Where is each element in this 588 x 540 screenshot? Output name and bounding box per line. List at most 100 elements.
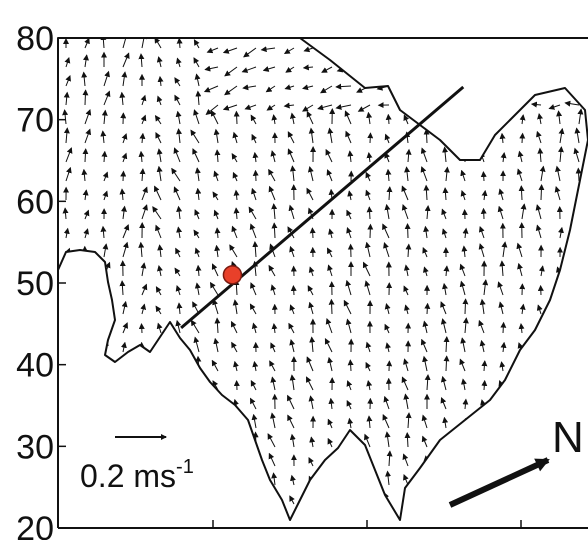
velocity-vector bbox=[193, 109, 200, 125]
velocity-vector bbox=[82, 418, 89, 429]
velocity-vector bbox=[536, 494, 543, 505]
velocity-vector bbox=[175, 247, 181, 258]
velocity-vector bbox=[536, 374, 543, 391]
velocity-vector bbox=[328, 228, 334, 239]
velocity-vector bbox=[122, 415, 129, 429]
velocity-vector bbox=[248, 471, 257, 486]
velocity-vector bbox=[176, 493, 183, 505]
velocity-vector bbox=[554, 355, 561, 372]
velocity-vector bbox=[324, 338, 333, 353]
velocity-vector bbox=[176, 38, 183, 49]
velocity-vector bbox=[460, 337, 467, 353]
velocity-vector bbox=[102, 190, 109, 201]
velocity-vector bbox=[558, 319, 565, 334]
velocity-vector bbox=[203, 85, 219, 93]
velocity-vector bbox=[192, 148, 200, 163]
velocity-vector bbox=[490, 103, 504, 110]
velocity-vector bbox=[122, 52, 130, 68]
velocity-vector bbox=[231, 488, 238, 505]
velocity-vector bbox=[441, 228, 448, 239]
velocity-vector bbox=[267, 433, 276, 448]
velocity-vector bbox=[531, 82, 542, 89]
velocity-vector bbox=[171, 167, 181, 182]
axes bbox=[57, 37, 588, 529]
velocity-vector bbox=[469, 47, 485, 53]
velocity-vector bbox=[365, 189, 371, 201]
velocity-vector bbox=[376, 66, 390, 74]
velocity-vector bbox=[138, 150, 145, 163]
velocity-vector bbox=[325, 317, 333, 334]
velocity-vector bbox=[344, 110, 352, 125]
velocity-vector bbox=[442, 416, 449, 429]
velocity-vector bbox=[382, 223, 390, 239]
velocity-vector bbox=[535, 204, 542, 220]
velocity-vector bbox=[268, 185, 276, 201]
velocity-vector bbox=[577, 188, 584, 201]
velocity-vector bbox=[417, 85, 428, 91]
velocity-vector bbox=[424, 302, 431, 315]
velocity-vector bbox=[62, 375, 69, 391]
velocity-vector bbox=[121, 133, 128, 144]
velocity-vector bbox=[461, 471, 468, 486]
velocity-vector bbox=[231, 153, 238, 163]
velocity-vector bbox=[499, 397, 505, 410]
velocity-vector bbox=[321, 45, 333, 52]
velocity-vector bbox=[440, 301, 447, 315]
velocity-vector bbox=[62, 283, 69, 296]
velocity-vector bbox=[366, 380, 373, 391]
velocity-vector bbox=[62, 207, 69, 220]
velocity-vector bbox=[251, 322, 258, 334]
velocity-vector bbox=[265, 85, 276, 93]
velocity-vector bbox=[120, 341, 127, 353]
velocity-vector bbox=[250, 450, 257, 467]
velocity-vector bbox=[367, 223, 374, 239]
velocity-vector bbox=[520, 203, 527, 220]
velocity-vector bbox=[193, 229, 200, 239]
velocity-vector bbox=[270, 342, 276, 353]
velocity-vector bbox=[365, 469, 372, 486]
velocity-vector bbox=[289, 339, 296, 353]
velocity-vector bbox=[321, 66, 333, 73]
velocity-vector bbox=[498, 188, 505, 201]
velocity-vector bbox=[174, 374, 181, 391]
velocity-vector bbox=[122, 224, 130, 239]
velocity-vector bbox=[250, 114, 257, 125]
velocity-vector bbox=[365, 171, 371, 182]
velocity-vector bbox=[81, 168, 88, 182]
velocity-vector bbox=[481, 360, 488, 372]
velocity-vector bbox=[214, 399, 221, 410]
velocity-vector bbox=[556, 110, 563, 125]
velocity-vector bbox=[404, 166, 411, 182]
velocity-vector bbox=[138, 323, 145, 334]
velocity-vector bbox=[308, 301, 314, 315]
velocity-vector bbox=[290, 285, 297, 296]
velocity-vector bbox=[288, 322, 295, 334]
velocity-vector bbox=[478, 243, 485, 258]
velocity-vector bbox=[194, 474, 201, 486]
velocity-vector bbox=[422, 246, 428, 258]
velocity-vector bbox=[102, 171, 109, 182]
velocity-vector bbox=[480, 434, 487, 448]
velocity-vector bbox=[423, 184, 430, 201]
velocity-vector bbox=[422, 355, 428, 372]
velocity-vector bbox=[192, 398, 200, 410]
velocity-vector bbox=[345, 318, 352, 334]
velocity-vector bbox=[103, 70, 110, 87]
velocity-vector bbox=[384, 431, 391, 448]
velocity-vector bbox=[405, 412, 412, 429]
velocity-vector bbox=[326, 169, 333, 182]
velocity-vector bbox=[156, 148, 163, 163]
velocity-vector bbox=[384, 303, 391, 315]
y-ticks: 20 30 40 50 60 70 80 bbox=[16, 20, 66, 540]
velocity-vector bbox=[421, 414, 428, 429]
velocity-vector bbox=[366, 111, 373, 125]
velocity-vector bbox=[460, 169, 467, 182]
velocity-vector bbox=[367, 132, 374, 144]
velocity-vector bbox=[554, 186, 561, 201]
velocity-vector bbox=[262, 66, 276, 72]
velocity-vector bbox=[83, 398, 90, 410]
velocity-vector bbox=[549, 83, 561, 90]
velocity-vector bbox=[156, 265, 163, 277]
velocity-vector bbox=[206, 47, 219, 54]
